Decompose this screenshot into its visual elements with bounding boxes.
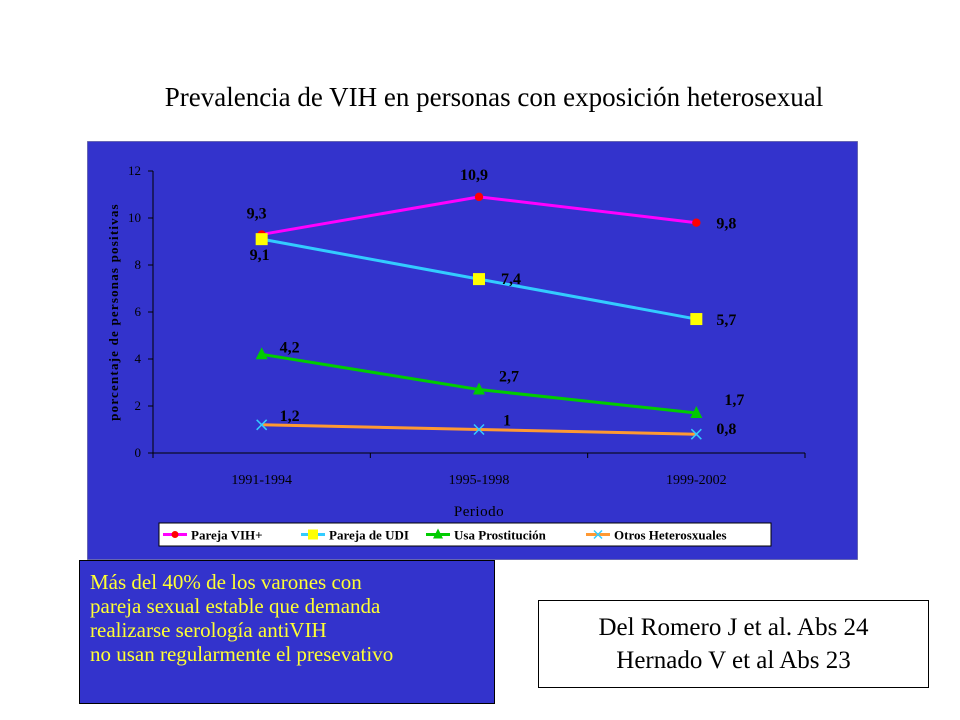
legend-swatch-marker [171,531,179,538]
data-point [473,423,485,436]
y-tick-label: 12 [128,163,141,178]
note-line: realizarse serología antiVIH [90,618,327,642]
legend-label: Pareja de UDI [329,528,409,543]
data-label: 9,3 [247,205,267,222]
series-3: 4,2 2,7 1,7 [255,339,744,419]
y-tick-label: 10 [128,210,141,225]
data-point [690,428,702,440]
data-label: 7,4 [501,271,521,288]
references-box: Del Romero J et al. Abs 24 Hernado V et … [538,600,929,688]
x-axis: 1991-1994 1995-1998 1999-2002 Periodo [152,452,806,520]
data-point [256,419,268,431]
legend-label: Otros Heterosxuales [614,528,727,543]
series-2: 9,1 7,4 5,7 [250,233,736,329]
note-line: Más del 40% de los varones con [90,570,362,594]
reference-line: Hernado V et al Abs 23 [616,647,851,674]
legend-swatch-marker [433,528,443,539]
data-label: 4,2 [280,339,300,356]
series-layer: 9,3 10,9 9,8 9,1 7,4 5,7 4,2 2,7 1,7 1,2 1 0,8 [247,167,744,440]
data-label: 0,8 [716,421,736,438]
legend-box [158,522,772,547]
data-point [692,218,701,227]
note-line: no usan regularmente el presevativo [90,642,394,666]
legend-entry: Usa Prostitución [426,528,547,543]
data-label: 9,8 [716,216,736,233]
data-label: 2,7 [499,369,519,386]
data-label: 1,7 [724,392,744,409]
data-point-stroke [256,419,268,431]
y-tick-label: 8 [135,257,142,272]
data-label: 5,7 [716,312,736,329]
reference-line: Del Romero J et al. Abs 24 [598,614,869,641]
slide-title: Prevalencia de VIH en personas con expos… [164,82,824,112]
data-point [690,406,703,419]
legend-entry: Otros Heterosxuales [586,528,727,543]
data-label: 10,9 [460,167,488,184]
y-axis: 0 2 4 6 8 10 12 porcentaje de personas positiva… [106,163,154,460]
chart-svg: 0 2 4 6 8 10 12 porcentaje de personas positiva… [86,140,859,561]
chart-background [86,140,859,561]
note-box: Más del 40% de los varones con pareja se… [79,560,495,704]
data-label: 1 [503,413,511,430]
legend-swatch-marker [593,529,603,540]
y-tick-label: 0 [135,445,142,460]
y-tick-label: 4 [135,351,142,366]
series-1: 9,3 10,9 9,8 [247,167,736,239]
x-tick-label: 1999-2002 [666,473,727,488]
legend-label: Usa Prostitución [454,528,547,543]
x-tick-label: 1995-1998 [449,473,510,488]
data-point [690,313,703,326]
y-axis-label: porcentaje de personas positivas [106,203,121,421]
legend-entry: Pareja VIH+ [163,528,263,543]
data-point [255,347,268,360]
data-point-stroke [690,428,702,440]
legend-swatch-marker [308,529,318,540]
data-point [474,192,484,202]
data-label: 9,1 [250,247,270,264]
data-point [473,382,485,395]
legend-swatch-marker-stroke [593,529,603,540]
note-line: pareja sexual estable que demanda [90,594,381,618]
y-tick-label: 6 [135,304,142,319]
data-point [255,233,268,246]
chart: 0 2 4 6 8 10 12 porcentaje de personas positiva… [86,140,859,561]
x-axis-label: Periodo [454,504,504,520]
legend-label: Pareja VIH+ [191,528,263,543]
data-point [473,273,485,286]
series-4: 1,2 1 0,8 [256,408,736,440]
data-point-stroke [473,423,485,436]
legend-entry: Pareja de UDI [301,528,409,543]
data-label: 1,2 [280,408,300,425]
y-tick-label: 2 [135,398,142,413]
x-tick-label: 1991-1994 [231,473,292,488]
legend: Pareja VIH+ Pareja de UDI Usa Prostitución… [158,522,772,547]
